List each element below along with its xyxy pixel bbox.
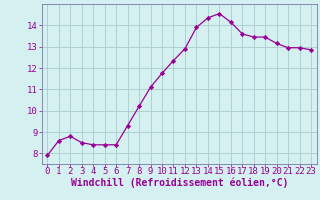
- X-axis label: Windchill (Refroidissement éolien,°C): Windchill (Refroidissement éolien,°C): [70, 177, 288, 188]
